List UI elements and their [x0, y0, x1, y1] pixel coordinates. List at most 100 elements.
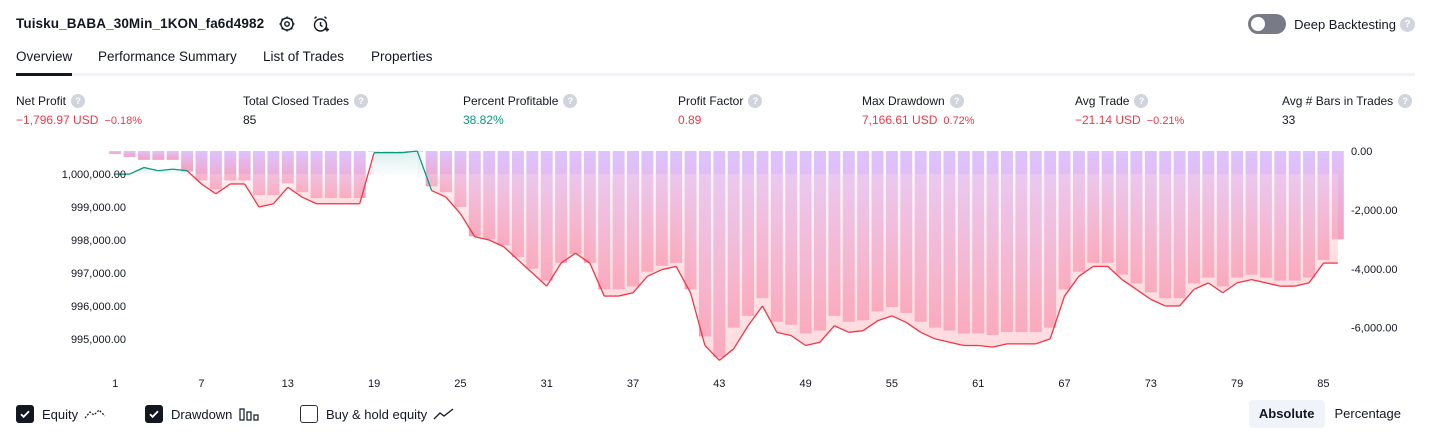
help-icon[interactable]: ?	[949, 94, 964, 108]
x-axis-tick: 19	[368, 378, 380, 390]
equity-line-segment	[1294, 282, 1310, 287]
equity-area-segment	[460, 174, 475, 237]
help-icon[interactable]: ?	[1398, 94, 1413, 108]
equity-area-segment	[589, 174, 605, 297]
deep-backtesting-label: Deep Backtesting	[1294, 16, 1396, 32]
equity-line-segment	[1193, 282, 1209, 291]
add-alert-icon[interactable]	[311, 14, 331, 34]
equity-area-segment	[719, 174, 734, 361]
equity-line-segment	[589, 262, 605, 297]
metric-label: Profit Factor	[678, 94, 744, 108]
equity-area-segment	[287, 174, 303, 198]
help-icon[interactable]: ?	[748, 94, 763, 108]
equity-line-segment	[1035, 338, 1051, 345]
metric-label: Avg Trade	[1075, 94, 1130, 108]
equity-area-segment	[877, 174, 892, 321]
equity-area-segment	[1222, 174, 1238, 293]
drawdown-bar	[209, 151, 222, 190]
y-axis-tick-right: -6,000.00	[1351, 323, 1397, 335]
x-axis-tick: 37	[627, 378, 639, 390]
legend-buy-hold-equity[interactable]: Buy & hold equity	[300, 403, 455, 425]
equity-area-segment	[1237, 174, 1252, 283]
tab-properties[interactable]: Properties	[371, 49, 433, 64]
equity-area-segment	[546, 174, 562, 287]
metric-avg-trade: Avg Trade? −21.14 USD −0.21%	[1075, 93, 1184, 127]
drawdown-bar	[181, 151, 194, 172]
drawdown-bar	[152, 151, 165, 160]
x-axis-tick: 61	[972, 378, 984, 390]
equity-line-segment	[402, 150, 418, 154]
x-axis-tick: 49	[799, 378, 811, 390]
view-mode-switch: Absolute Percentage	[1248, 400, 1411, 428]
equity-line-segment	[287, 186, 303, 198]
equity-area-segment	[661, 174, 677, 270]
y-axis-tick-left: 995,000.00	[71, 334, 126, 346]
equity-line-segment	[186, 170, 202, 185]
help-icon[interactable]: ?	[354, 94, 369, 108]
metric-label: Avg # Bars in Trades	[1282, 94, 1394, 108]
equity-area-segment	[978, 174, 993, 348]
help-icon[interactable]: ?	[1134, 94, 1149, 108]
legend-equity-label: Equity	[42, 406, 79, 422]
equity-area-segment	[805, 174, 820, 346]
metric-value: 33	[1282, 113, 1296, 127]
help-icon[interactable]: ?	[563, 94, 578, 108]
legend-drawdown[interactable]: Drawdown	[145, 403, 260, 425]
legend-buy-hold-label: Buy & hold equity	[326, 406, 428, 422]
equity-area-segment	[1208, 174, 1223, 293]
equity-area-segment	[1251, 174, 1266, 283]
tab-performance-summary[interactable]: Performance Summary	[98, 49, 237, 64]
drawdown-checkbox[interactable]	[145, 405, 163, 423]
equity-line-segment	[445, 196, 461, 215]
equity-area-segment	[402, 151, 418, 175]
equity-area-segment	[647, 174, 662, 277]
absolute-button[interactable]: Absolute	[1248, 400, 1325, 428]
help-icon[interactable]: ?	[71, 94, 86, 108]
equity-area-segment	[791, 174, 806, 346]
y-axis-tick-left: 998,000.00	[71, 235, 126, 247]
metric-value: −1,796.97 USD	[16, 113, 99, 127]
equity-area-segment	[1021, 174, 1036, 344]
equity-line-segment	[949, 341, 964, 347]
y-axis-tick-right: 0.00	[1351, 146, 1372, 158]
equity-area-segment	[489, 174, 504, 247]
equity-line-segment	[632, 275, 648, 294]
equity-area-segment	[345, 174, 360, 204]
equity-line-segment	[790, 335, 806, 347]
legend-equity[interactable]: Equity	[16, 403, 106, 425]
equity-area-segment	[690, 174, 705, 346]
equity-line-segment	[531, 272, 548, 287]
tab-overview[interactable]: Overview	[16, 49, 73, 76]
x-axis-tick: 13	[282, 378, 294, 390]
equity-line-segment	[1236, 278, 1252, 284]
equity-area-segment	[1064, 174, 1079, 297]
equity-line-segment	[560, 252, 576, 264]
drawdown-bar	[368, 151, 381, 152]
equity-area-segment	[1309, 174, 1324, 283]
equity-line-segment	[647, 269, 663, 277]
equity-line-segment	[258, 203, 274, 208]
equity-area-segment	[517, 174, 533, 273]
x-axis-tick: 1	[112, 378, 118, 390]
equity-area-segment	[1035, 174, 1051, 344]
drawdown-bar	[267, 151, 280, 196]
equity-line-segment	[546, 262, 562, 287]
equity-area-segment	[633, 174, 648, 293]
deep-backtesting-toggle[interactable]	[1248, 14, 1287, 34]
equity-line-segment	[675, 266, 692, 294]
help-icon[interactable]: ?	[1400, 16, 1415, 32]
percentage-button[interactable]: Percentage	[1334, 406, 1402, 421]
equity-line-segment	[618, 292, 634, 297]
equity-line-segment	[244, 183, 260, 208]
equity-drawdown-chart[interactable]: 1,000,000.00 999,000.00 998,000.00 997,000.…	[0, 140, 1431, 395]
equity-line-segment	[215, 183, 231, 195]
gear-icon[interactable]	[277, 14, 297, 34]
x-axis-tick: 85	[1317, 378, 1329, 390]
equity-checkbox[interactable]	[16, 405, 34, 423]
buy-hold-checkbox[interactable]	[300, 405, 318, 423]
equity-line-segment	[733, 325, 749, 350]
equity-line-segment	[1107, 265, 1123, 281]
header: Tuisku_BABA_30Min_1KON_fa6d4982 Deep Bac…	[16, 12, 1415, 38]
equity-area-segment	[1280, 174, 1295, 287]
tab-list-of-trades[interactable]: List of Trades	[263, 49, 345, 64]
